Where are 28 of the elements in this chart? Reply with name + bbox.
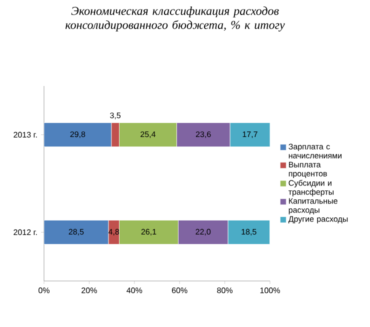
x-tick-label: 40% — [126, 288, 142, 294]
data-label: 3,5 — [110, 112, 121, 120]
bar — [44, 220, 109, 244]
y-tick-label: 2013 г. — [14, 132, 37, 138]
data-label: 22,0 — [196, 228, 211, 236]
legend-label: Другие расходы — [288, 216, 348, 224]
bar — [228, 220, 270, 244]
bar — [44, 122, 112, 147]
chart-title: Экономическая классификация расходов консолидированного бюджета, % к итогу — [66, 6, 285, 32]
x-tick-label: 60% — [172, 288, 188, 294]
x-tick-label: 20% — [82, 288, 97, 294]
legend-label: Выплата процентов — [288, 162, 327, 178]
data-label: 25,4 — [140, 131, 156, 138]
legend-label: Субсидии и трансферты — [288, 180, 334, 196]
data-label: 17,7 — [242, 131, 258, 138]
data-label: 18,5 — [242, 228, 256, 236]
data-label: 23,6 — [196, 131, 211, 138]
legend-label: Зарплата с начислениями — [288, 144, 342, 158]
data-label: 29,8 — [70, 131, 86, 138]
legend-label: Капитальные расходы — [288, 198, 338, 214]
x-tick-label: 80% — [217, 288, 233, 294]
x-tick-label: 0% — [38, 288, 50, 294]
bar — [230, 122, 270, 147]
x-tick-label: 100% — [260, 288, 280, 294]
data-label: 28,5 — [68, 228, 84, 236]
data-label: 4,8 — [108, 228, 120, 236]
y-tick-label: 2012 г. — [14, 229, 37, 236]
data-label: 26,1 — [141, 228, 156, 236]
